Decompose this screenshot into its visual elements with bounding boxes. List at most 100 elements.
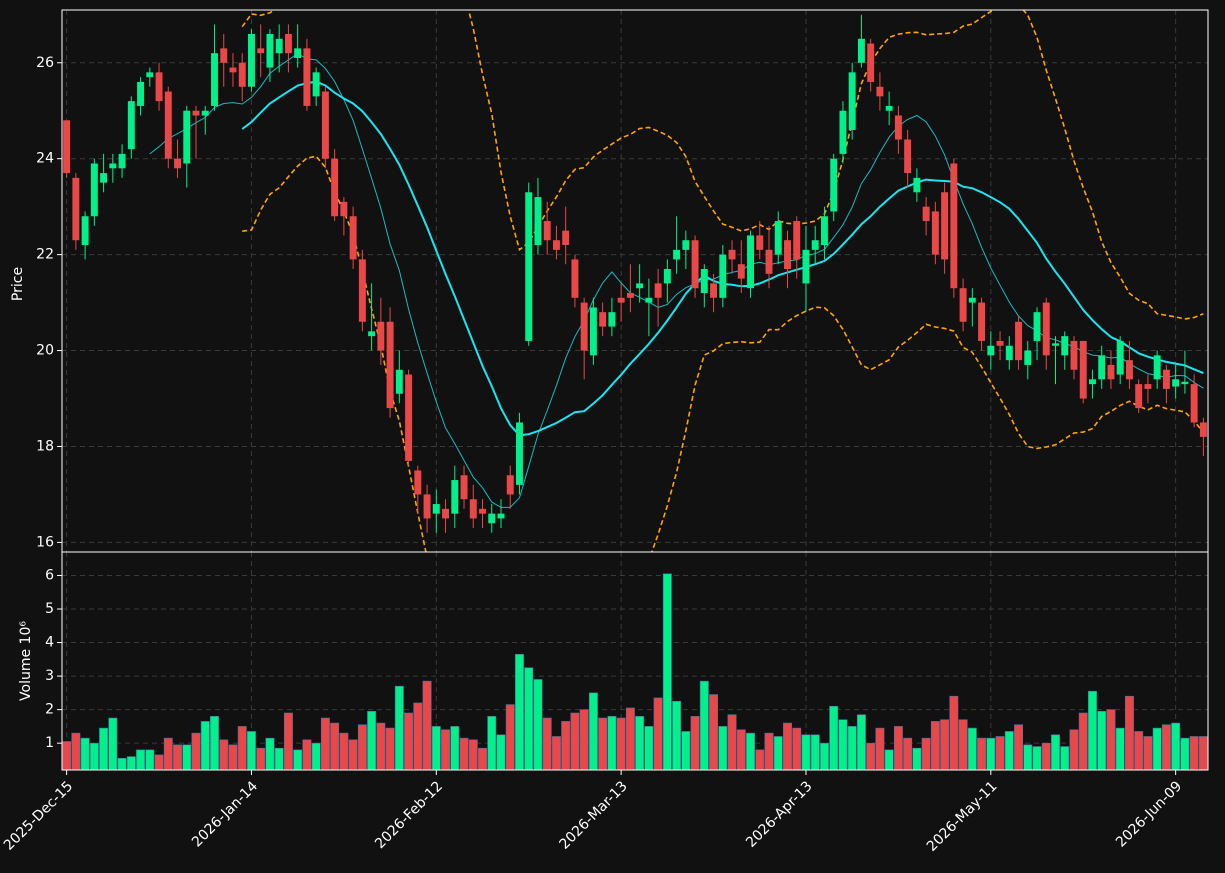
- candle-body: [811, 240, 819, 250]
- candle-body: [340, 201, 348, 217]
- volume-bar: [598, 717, 608, 770]
- volume-bar: [644, 726, 654, 770]
- price-panel: [63, 10, 1207, 552]
- volume-bar: [551, 736, 561, 770]
- volume-bar: [247, 731, 256, 770]
- candle-body: [525, 192, 533, 341]
- volume-bar: [1051, 734, 1060, 770]
- candle-body: [562, 230, 570, 246]
- candle-body: [867, 43, 875, 82]
- candle-body: [90, 163, 98, 217]
- volume-bar: [672, 700, 682, 770]
- candle-body: [1005, 345, 1013, 361]
- candle-body: [220, 48, 228, 63]
- volume-bar: [1004, 731, 1014, 770]
- volume-bar: [893, 726, 903, 770]
- volume-bar: [1060, 746, 1070, 770]
- volume-bar: [607, 716, 617, 770]
- volume-bar: [163, 737, 173, 770]
- candle-body: [830, 158, 838, 212]
- upper-band: [241, 10, 1204, 320]
- volume-bar: [533, 679, 543, 770]
- volume-bar: [283, 712, 293, 770]
- volume-bar: [496, 734, 506, 770]
- volume-bar: [302, 739, 312, 770]
- volume-bar: [145, 749, 155, 770]
- volume-bar: [219, 739, 229, 770]
- volume-bar: [801, 734, 811, 770]
- volume-bar: [570, 712, 580, 770]
- volume-bar: [1134, 731, 1144, 770]
- candle-body: [543, 221, 551, 241]
- volume-bar: [339, 732, 349, 770]
- candle-body: [848, 72, 856, 130]
- candle-body: [155, 72, 163, 102]
- candle-body: [552, 240, 560, 250]
- volume-bar: [478, 747, 487, 770]
- candle-body: [275, 38, 283, 54]
- volume-bar: [265, 737, 275, 770]
- volume-bar: [293, 749, 303, 770]
- candle-body: [1172, 379, 1180, 387]
- volume-bar: [921, 737, 931, 770]
- y-tick-label: 16: [36, 534, 54, 550]
- volume-bar: [616, 717, 626, 770]
- volume-bar: [995, 736, 1005, 770]
- volume-bar: [394, 685, 404, 770]
- volume-bar: [1115, 727, 1125, 770]
- volume-bar: [1143, 736, 1153, 770]
- volume-bar: [422, 680, 432, 770]
- candle-body: [996, 340, 1004, 346]
- price-axis-label: Price: [10, 267, 26, 301]
- volume-bar: [940, 719, 950, 770]
- volume-bar: [755, 749, 765, 770]
- candle-body: [432, 504, 440, 514]
- volume-bar: [727, 714, 737, 770]
- candle-body: [109, 163, 117, 169]
- volume-bar: [875, 727, 885, 770]
- candle-body: [63, 120, 71, 174]
- candle-body: [857, 38, 865, 63]
- volume-bar: [847, 726, 857, 770]
- volume-bar: [117, 757, 127, 770]
- candle-body: [645, 297, 653, 303]
- volume-frame: [61, 551, 1209, 771]
- volume-bar: [413, 702, 423, 770]
- candle-body: [626, 292, 634, 298]
- candle-body: [710, 283, 718, 298]
- y-tick-label: 2: [45, 702, 54, 718]
- volume-bar: [320, 717, 330, 770]
- volume-panel: [62, 573, 1208, 770]
- candle-body: [247, 33, 255, 87]
- candle-body: [488, 513, 496, 524]
- candle-body: [321, 91, 329, 159]
- candle-body: [284, 33, 292, 54]
- candle-body: [405, 374, 413, 461]
- volume-bar: [200, 721, 210, 770]
- candle-body: [358, 259, 366, 322]
- candle-body: [894, 115, 902, 140]
- volume-bar: [810, 734, 820, 770]
- candle-body: [904, 139, 912, 174]
- volume-bar: [884, 749, 894, 770]
- volume-bar: [450, 726, 460, 770]
- y-tick-label: 20: [36, 343, 54, 359]
- volume-bar: [441, 729, 450, 770]
- y-tick-label: 4: [45, 635, 54, 651]
- volume-bar: [515, 653, 524, 770]
- candle-body: [451, 480, 459, 514]
- candle-body: [1042, 302, 1050, 356]
- candle-body: [1181, 381, 1189, 385]
- volume-bar: [829, 705, 839, 770]
- volume-bar: [912, 747, 922, 770]
- candle-body: [192, 110, 200, 116]
- candle-body: [1125, 360, 1133, 380]
- volume-bar: [792, 727, 802, 770]
- volume-bar: [967, 727, 977, 770]
- candle-body: [959, 288, 967, 322]
- volume-bar: [699, 680, 709, 770]
- candle-body: [700, 269, 708, 293]
- volume-bar: [80, 737, 90, 770]
- candle-body: [497, 513, 505, 519]
- candle-body: [100, 173, 108, 183]
